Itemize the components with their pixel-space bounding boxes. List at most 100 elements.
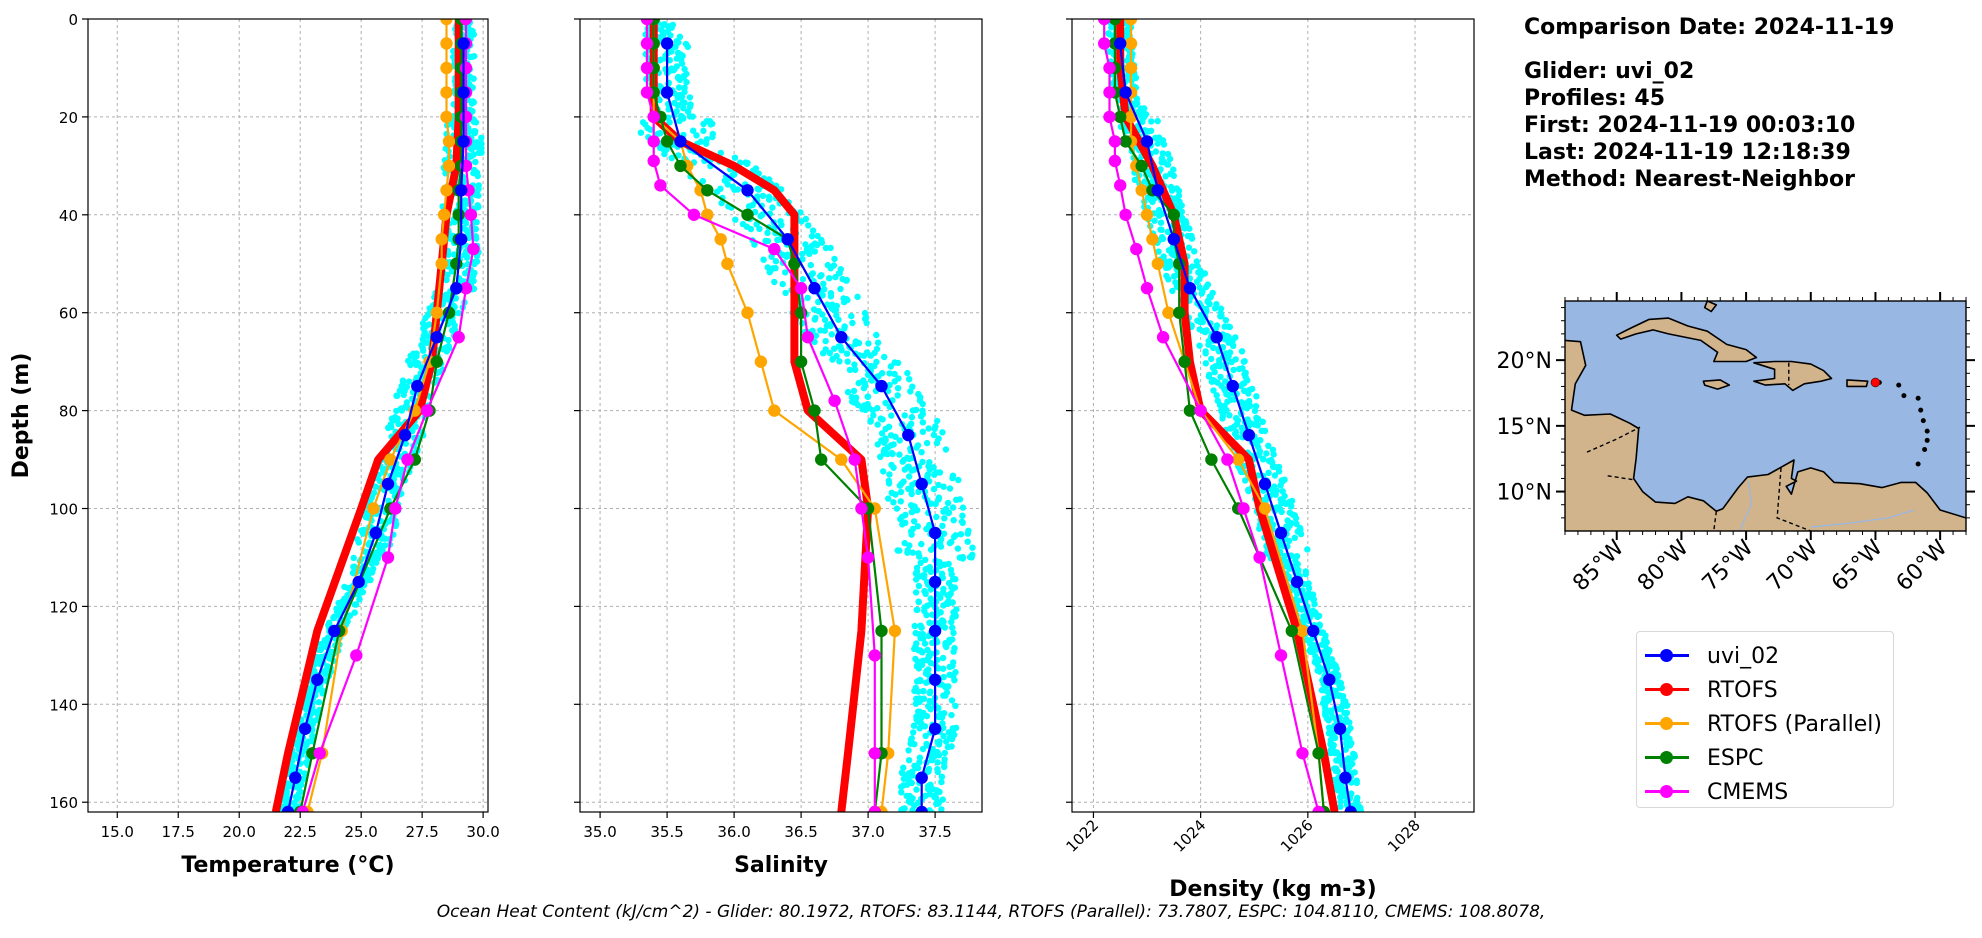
series-point — [835, 331, 848, 344]
glider-scatter-point — [1198, 290, 1206, 297]
series-point — [1156, 331, 1170, 344]
glider-scatter-point — [1297, 530, 1305, 538]
x-tick-label: 37.5 — [918, 823, 951, 841]
glider-scatter-point — [939, 654, 947, 662]
glider-scatter-point — [908, 531, 915, 538]
legend-item: RTOFS (Parallel) — [1637, 706, 1893, 740]
series-point — [660, 37, 674, 50]
series-point — [442, 159, 456, 173]
series-point — [1108, 154, 1122, 168]
y-tick-label: 60 — [59, 305, 78, 323]
glider-scatter-point — [1327, 740, 1334, 748]
glider-scatter-point — [911, 645, 918, 653]
glider-scatter-point — [1304, 546, 1311, 553]
glider-scatter-point — [1187, 293, 1194, 301]
glider-scatter-point — [666, 119, 673, 126]
glider-scatter-point — [717, 149, 724, 157]
map-lon-label: 65°W — [1827, 535, 1888, 596]
series-point — [311, 673, 324, 686]
glider-scatter-point — [894, 385, 902, 392]
series-point — [1312, 747, 1325, 760]
glider-scatter-point — [425, 321, 433, 328]
glider-scatter-point — [917, 413, 925, 420]
glider-scatter-point — [1270, 451, 1277, 458]
glider-scatter-point — [317, 646, 324, 654]
glider-scatter-point — [918, 540, 925, 548]
glider-scatter-point — [292, 751, 299, 759]
series-point — [467, 242, 480, 256]
glider-scatter-point — [674, 102, 682, 109]
glider-scatter-point — [907, 740, 914, 747]
glider-scatter-point — [927, 568, 935, 575]
glider-scatter-point — [1343, 709, 1351, 717]
glider-scatter-point — [864, 393, 871, 400]
series-point — [1114, 110, 1127, 124]
glider-scatter-point — [956, 496, 964, 503]
glider-scatter-point — [1333, 665, 1340, 672]
glider-scatter-point — [369, 492, 376, 499]
glider-scatter-point — [713, 188, 721, 195]
glider-scatter-point — [778, 221, 785, 229]
series-point — [835, 453, 848, 466]
glider-scatter-point — [475, 149, 483, 156]
glider-scatter-point — [812, 332, 820, 339]
glider-scatter-point — [1292, 557, 1299, 564]
map-lon-label: 85°W — [1568, 535, 1629, 596]
glider-scatter-point — [1337, 798, 1344, 805]
series-point — [1114, 179, 1127, 192]
series-point — [1140, 282, 1154, 295]
glider-scatter-point — [886, 370, 893, 377]
glider-scatter-point — [915, 665, 923, 672]
series-point — [1296, 747, 1309, 760]
glider-scatter-point — [1329, 714, 1337, 721]
series-point — [721, 257, 734, 270]
x-tick-label: 35.5 — [650, 823, 683, 841]
glider-scatter-point — [654, 130, 662, 137]
glider-scatter-point — [1292, 515, 1300, 522]
glider-scatter-point — [892, 433, 899, 440]
glider-scatter-point — [1155, 206, 1163, 214]
glider-scatter-point — [945, 560, 952, 568]
glider-scatter-point — [1333, 757, 1340, 764]
glider-scatter-point — [387, 422, 394, 430]
series-point — [369, 526, 382, 540]
axes-frame — [1071, 18, 1475, 813]
glider-scatter-point — [821, 316, 829, 324]
glider-scatter-point — [949, 624, 956, 631]
glider-scatter-point — [355, 538, 362, 545]
glider-scatter-point — [359, 589, 366, 596]
glider-scatter-point — [1259, 418, 1267, 425]
glider-scatter-point — [915, 582, 923, 590]
island — [1915, 395, 1921, 401]
series-point — [328, 624, 341, 638]
glider-scatter-point — [966, 553, 974, 561]
x-tick-label: 1024 — [1170, 816, 1210, 856]
series-point — [1167, 208, 1181, 221]
glider-scatter-point — [1282, 500, 1290, 507]
series-point — [389, 502, 402, 515]
glider-scatter-point — [928, 809, 935, 812]
series-point — [1103, 86, 1116, 99]
glider-scatter-point — [381, 542, 388, 549]
glider-scatter-point — [680, 105, 687, 112]
profile-panel: 35.0 35.5 36.0 36.5 37.0 37.5 Salinity — [574, 18, 983, 878]
series-point — [1108, 19, 1122, 26]
glider-scatter-point — [799, 250, 806, 258]
glider-scatter-point — [912, 700, 920, 707]
series-point — [1103, 61, 1116, 75]
glider-scatter-point — [925, 425, 932, 432]
glider-scatter-point — [884, 444, 892, 451]
glider-scatter-point — [906, 542, 913, 549]
glider-scatter-point — [465, 153, 472, 160]
glider-scatter-point — [1219, 413, 1227, 420]
glider-scatter-point — [940, 732, 947, 740]
glider-scatter-point — [912, 629, 919, 637]
plot-area — [271, 19, 485, 812]
y-tick-label: 80 — [59, 403, 78, 421]
glider-scatter-point — [891, 359, 898, 366]
glider-scatter-point — [891, 370, 898, 378]
glider-scatter-point — [901, 412, 908, 419]
glider-scatter-point — [896, 547, 903, 554]
